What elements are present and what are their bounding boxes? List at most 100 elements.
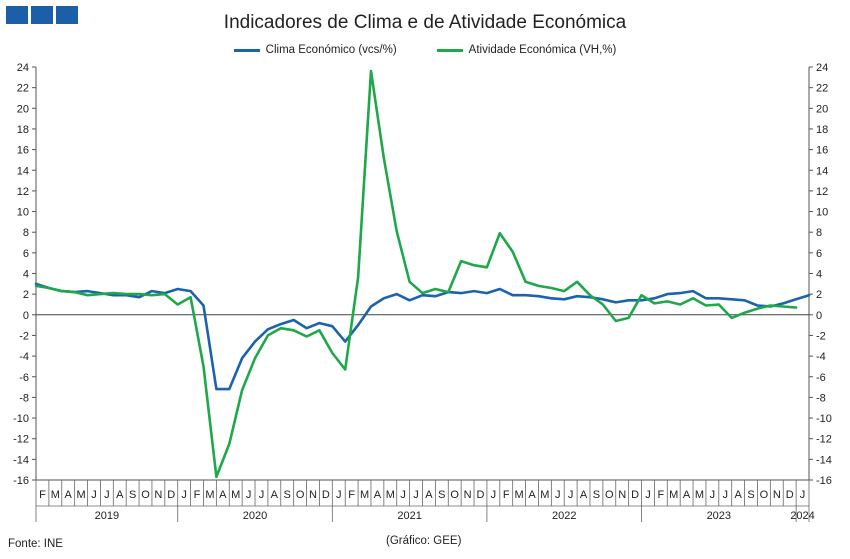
- month-tick-label: J: [555, 489, 561, 501]
- month-tick-label: M: [386, 489, 395, 501]
- y-tick-label-left: 22: [17, 83, 29, 95]
- month-tick-label: M: [695, 489, 704, 501]
- legend-swatch-atividade: [436, 48, 463, 52]
- y-tick-label-right: 14: [816, 165, 828, 177]
- month-tick-label: J: [800, 489, 806, 501]
- month-tick-label: M: [360, 489, 369, 501]
- month-tick-label: S: [747, 489, 754, 501]
- series-line-atividade: [34, 69, 798, 479]
- month-tick-label: M: [540, 489, 549, 501]
- legend-label-atividade: Atividade Económica (VH,%): [468, 44, 617, 56]
- y-tick-label-left: 24: [17, 62, 29, 74]
- ine-logo: [6, 6, 78, 24]
- y-tick-label-right: 10: [816, 207, 828, 219]
- month-tick-label: F: [503, 489, 510, 501]
- year-label: 2021: [397, 510, 421, 522]
- month-tick-label: J: [104, 489, 110, 501]
- month-tick-label: J: [336, 489, 342, 501]
- month-tick-label: S: [129, 489, 136, 501]
- y-tick-label-left: 16: [17, 145, 29, 157]
- month-tick-label: F: [39, 489, 46, 501]
- month-tick-label: M: [77, 489, 86, 501]
- month-tick-label: F: [348, 489, 355, 501]
- legend-item-clima: Clima Económico (vcs/%): [233, 44, 397, 56]
- month-tick-label: N: [773, 489, 781, 501]
- y-tick-label-right: 12: [816, 186, 828, 198]
- month-tick-label: S: [438, 489, 445, 501]
- legend-label-clima: Clima Económico (vcs/%): [265, 44, 397, 56]
- month-tick-label: M: [205, 489, 214, 501]
- year-label: 2022: [552, 510, 576, 522]
- month-tick-label: D: [476, 489, 484, 501]
- y-tick-label-right: 2: [816, 289, 822, 301]
- month-tick-label: A: [425, 489, 433, 501]
- month-tick-label: F: [194, 489, 201, 501]
- month-tick-label: D: [322, 489, 330, 501]
- month-tick-label: J: [568, 489, 574, 501]
- legend-swatch-clima: [233, 48, 260, 52]
- year-label: 2020: [243, 510, 267, 522]
- logo-square: [31, 6, 53, 24]
- y-tick-label-right: 6: [816, 248, 822, 260]
- month-tick-label: A: [271, 489, 279, 501]
- month-tick-label: J: [91, 489, 97, 501]
- month-tick-label: D: [786, 489, 794, 501]
- month-tick-label: N: [464, 489, 472, 501]
- y-tick-label-left: 6: [23, 248, 29, 260]
- y-tick-label-left: -12: [13, 434, 29, 446]
- source-label: Fonte: INE: [8, 538, 63, 550]
- y-tick-label-right: 22: [816, 83, 828, 95]
- month-tick-label: A: [116, 489, 124, 501]
- y-tick-label-right: 0: [816, 310, 822, 322]
- y-tick-label-left: 18: [17, 124, 29, 136]
- month-tick-label: N: [309, 489, 317, 501]
- y-tick-label-right: 8: [816, 227, 822, 239]
- month-tick-label: J: [181, 489, 187, 501]
- y-tick-label-right: -2: [816, 330, 826, 342]
- month-tick-label: S: [284, 489, 291, 501]
- y-tick-label-left: 8: [23, 227, 29, 239]
- y-tick-label-right: -10: [816, 413, 832, 425]
- chart-legend: Clima Económico (vcs/%) Atividade Económ…: [0, 44, 850, 56]
- y-tick-label-left: 2: [23, 289, 29, 301]
- y-tick-label-left: 0: [23, 310, 29, 322]
- chart-title: Indicadores de Clima e de Atividade Econ…: [223, 12, 627, 33]
- month-tick-label: O: [296, 489, 305, 501]
- month-tick-label: N: [618, 489, 626, 501]
- y-tick-label-left: 12: [17, 186, 29, 198]
- y-tick-label-left: 10: [17, 207, 29, 219]
- y-tick-label-right: -16: [816, 475, 832, 487]
- legend-item-atividade: Atividade Económica (VH,%): [436, 44, 617, 56]
- month-tick-label: S: [593, 489, 600, 501]
- month-tick-label: J: [723, 489, 729, 501]
- y-tick-label-left: -2: [19, 330, 29, 342]
- y-tick-label-left: -6: [19, 372, 29, 384]
- month-tick-label: O: [605, 489, 614, 501]
- month-tick-label: F: [657, 489, 664, 501]
- month-tick-label: J: [246, 489, 252, 501]
- month-tick-label: M: [231, 489, 240, 501]
- month-tick-label: M: [515, 489, 524, 501]
- month-tick-label: A: [374, 489, 382, 501]
- y-tick-label-left: 20: [17, 103, 29, 115]
- y-tick-label-left: -10: [13, 413, 29, 425]
- month-tick-label: J: [413, 489, 419, 501]
- month-tick-label: A: [580, 489, 588, 501]
- month-tick-label: D: [167, 489, 175, 501]
- y-tick-label-right: 16: [816, 145, 828, 157]
- year-label: 2024: [790, 510, 814, 522]
- y-tick-label-right: 18: [816, 124, 828, 136]
- month-tick-label: J: [400, 489, 406, 501]
- y-tick-label-right: 4: [816, 269, 822, 281]
- y-tick-label-right: 20: [816, 103, 828, 115]
- month-tick-label: O: [141, 489, 150, 501]
- month-tick-label: J: [491, 489, 497, 501]
- month-tick-label: J: [710, 489, 716, 501]
- logo-square: [6, 6, 28, 24]
- y-tick-label-left: 14: [17, 165, 29, 177]
- month-tick-label: A: [734, 489, 742, 501]
- month-tick-label: M: [669, 489, 678, 501]
- month-tick-label: O: [760, 489, 769, 501]
- month-tick-label: A: [65, 489, 73, 501]
- month-tick-label: D: [631, 489, 639, 501]
